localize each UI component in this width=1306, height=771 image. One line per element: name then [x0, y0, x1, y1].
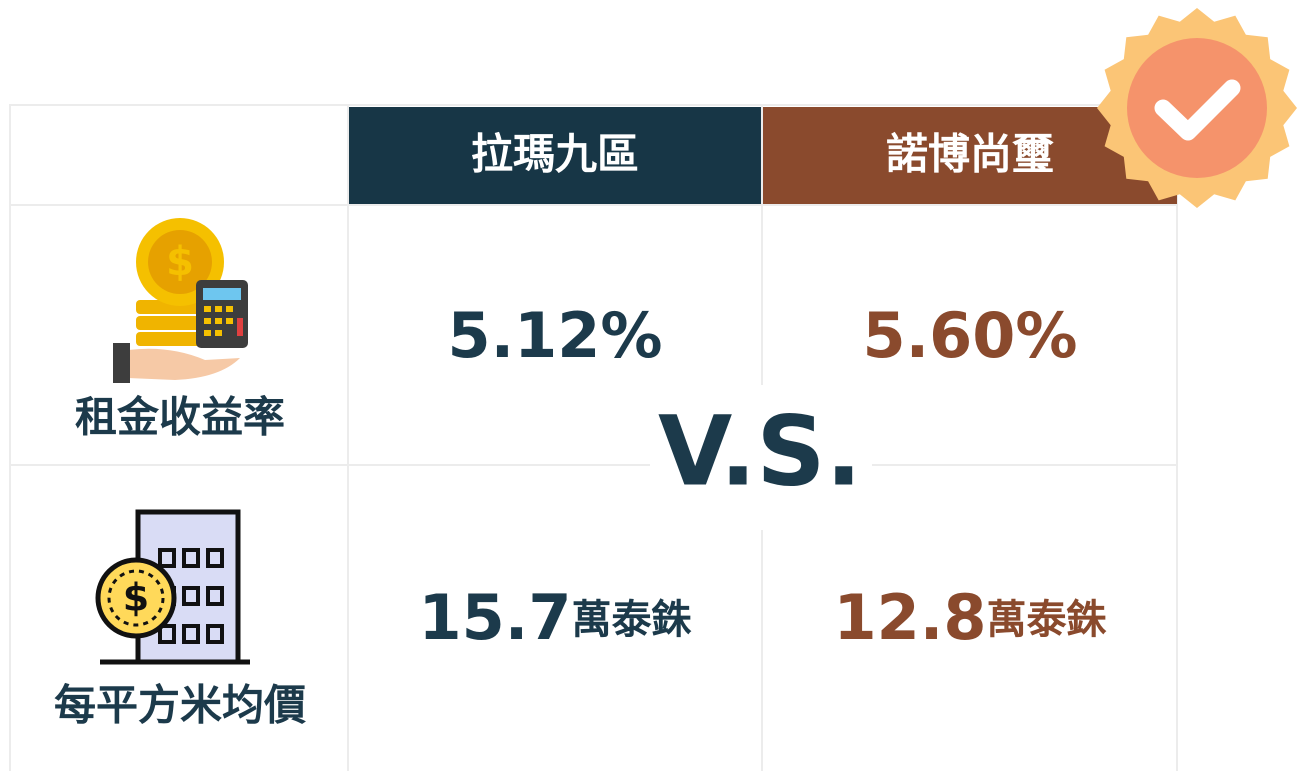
value-cell: 5.12%: [447, 299, 662, 372]
table-grid: [9, 104, 1178, 771]
svg-text:$: $: [166, 239, 194, 285]
check-badge: [1097, 8, 1297, 208]
column-header: 拉瑪九區: [471, 130, 639, 179]
value-number: 15.7: [419, 581, 572, 654]
value-cell: 12.8萬泰銖: [834, 581, 1107, 654]
values: 5.12% 5.60%15.7萬泰銖 12.8萬泰銖: [419, 299, 1107, 654]
vs-label: V.S.: [658, 395, 862, 507]
money-icon: $: [113, 218, 248, 383]
header-cell: [763, 107, 1177, 204]
vs-background: [650, 385, 872, 530]
value-unit: 萬泰銖: [986, 597, 1106, 643]
value-number: 5.12%: [447, 299, 662, 372]
value-number: 12.8: [834, 581, 987, 654]
row-label: 每平方米均價: [54, 681, 306, 730]
value-number: 5.60%: [862, 299, 1077, 372]
svg-text:$: $: [123, 576, 149, 620]
header-cell: [349, 107, 761, 204]
value-cell: 15.7萬泰銖: [419, 581, 692, 654]
building-icon: $: [95, 509, 250, 665]
row-label: 租金收益率: [75, 393, 285, 442]
value-unit: 萬泰銖: [571, 597, 691, 643]
value-cell: 5.60%: [862, 299, 1077, 372]
column-header: 諾博尚璽: [886, 130, 1054, 179]
